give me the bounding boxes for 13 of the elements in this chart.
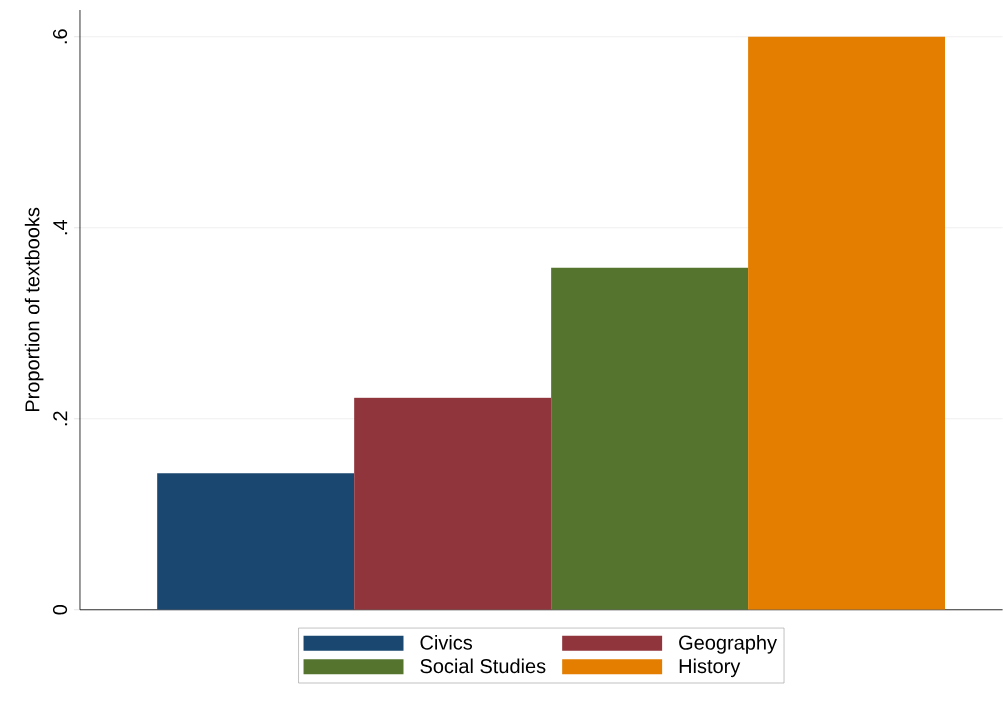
- legend-label: Civics: [420, 635, 473, 650]
- y-tick-label: .2: [53, 411, 68, 426]
- y-axis-title: Proportion of textbooks: [24, 207, 44, 412]
- y-tick-label: .6: [52, 29, 68, 44]
- legend-label: Social Studies: [420, 658, 546, 674]
- legend-label: Geography: [679, 635, 777, 654]
- legend-label: History: [679, 658, 741, 678]
- bar: [551, 268, 749, 610]
- bar: [748, 36, 946, 610]
- bar: [354, 397, 552, 610]
- y-tick-label: .4: [53, 220, 68, 235]
- bar: [157, 473, 355, 610]
- y-tick-label: 0: [52, 605, 68, 615]
